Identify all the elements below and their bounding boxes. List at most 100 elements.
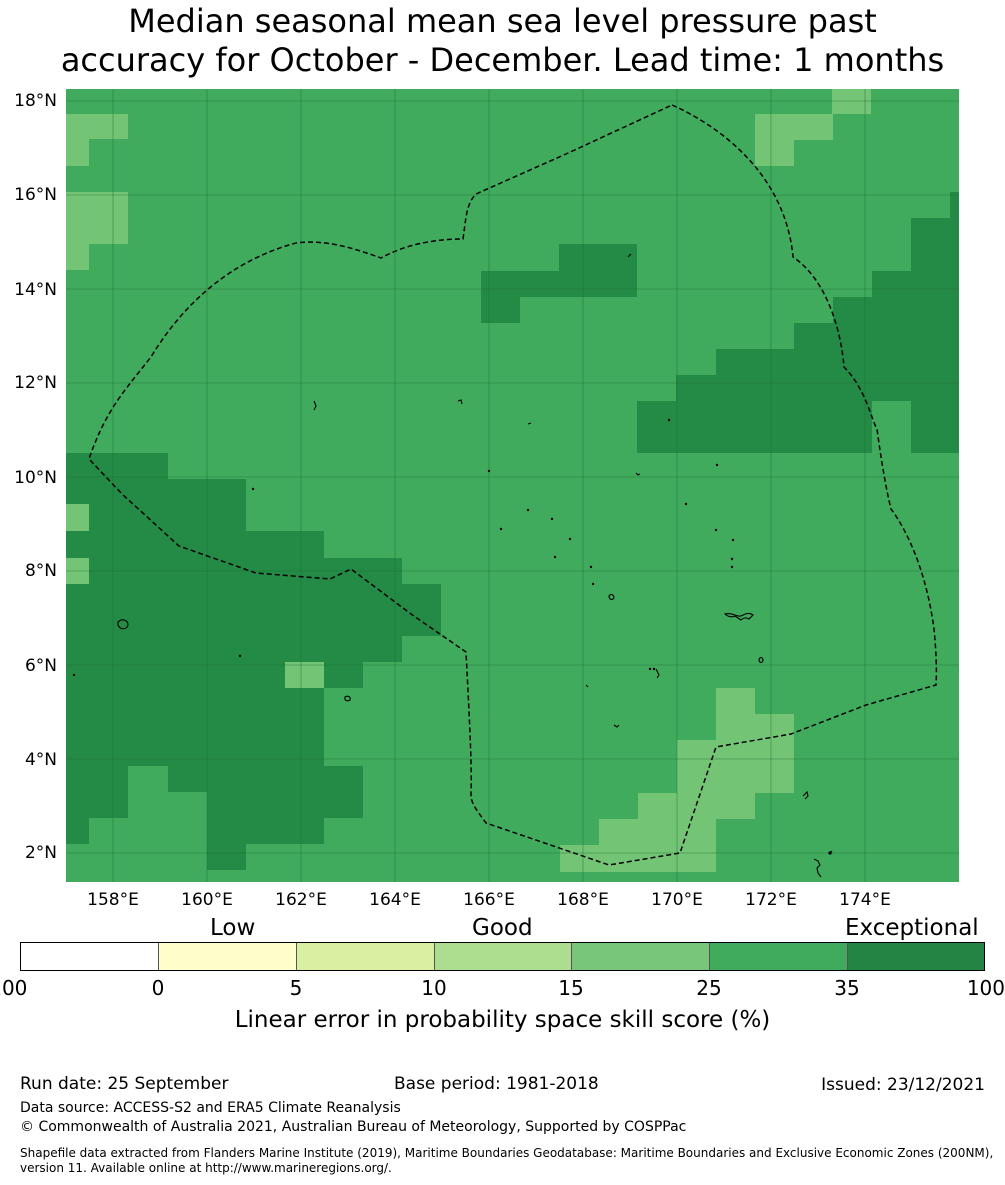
dark-cell (676, 375, 959, 401)
skill-region-light-southeast (560, 688, 794, 872)
dark-cell (637, 427, 872, 453)
island (527, 422, 532, 425)
light-cell (638, 793, 755, 819)
x-tick-166e: 166°E (463, 890, 515, 910)
dark-cell (66, 662, 285, 688)
x-tick-170e: 170°E (651, 890, 703, 910)
x-tick-172e: 172°E (745, 890, 797, 910)
copyright: © Commonwealth of Australia 2021, Austra… (20, 1119, 687, 1135)
light-cell (755, 140, 794, 166)
y-tick-4n: 4°N (24, 750, 57, 770)
base-period: Base period: 1981-2018 (394, 1074, 599, 1094)
light-cell (755, 114, 833, 140)
skill-map-svg (66, 89, 959, 882)
island (758, 656, 764, 664)
colorbar-segment-15-25 (571, 942, 709, 971)
light-cell (560, 845, 716, 872)
island-dot (589, 565, 593, 569)
colorbar-tick-35: 35 (834, 976, 860, 1000)
title-line-2: accuracy for October - December. Lead ti… (60, 41, 945, 79)
colorbar-tick-0: 0 (151, 976, 165, 1000)
island (802, 790, 809, 800)
x-tick-162e: 162°E (275, 890, 327, 910)
island-dot (828, 851, 832, 855)
island (813, 858, 822, 878)
light-cell (66, 504, 89, 531)
data-source: Data source: ACCESS-S2 and ERA5 Climate … (20, 1100, 401, 1116)
skill-region-dark-east (637, 192, 959, 453)
title-line-1: Median seasonal mean sea level pressure … (128, 2, 877, 40)
colorbar-category-exceptional: Exceptional (845, 915, 979, 941)
issued-date: Issued: 23/12/2021 (821, 1075, 985, 1095)
dark-cell (66, 740, 324, 766)
dark-cell (481, 297, 520, 323)
colorbar-segment-35-100 (847, 942, 985, 971)
colorbar-tick-10: 10 (421, 976, 447, 1000)
dark-cell (559, 244, 637, 271)
light-cell (285, 662, 324, 688)
island (613, 724, 620, 728)
dark-cell (324, 662, 363, 688)
dark-cell (833, 297, 959, 323)
island-dot (684, 502, 688, 506)
colorbar-segment-10-15 (434, 942, 571, 971)
island-dot (591, 582, 595, 586)
dark-cell (872, 271, 959, 297)
dark-cell (66, 636, 402, 662)
island-dot (652, 667, 656, 671)
island (627, 253, 632, 258)
x-tick-158e: 158°E (87, 890, 139, 910)
graticule (66, 89, 959, 882)
colorbar-segment-25-35 (709, 942, 847, 971)
island-dot (731, 538, 735, 542)
x-tick-160e: 160°E (181, 890, 233, 910)
island-dot (238, 654, 242, 658)
island-dot (487, 469, 491, 473)
y-tick-18n: 18°N (14, 91, 57, 111)
island (723, 612, 754, 621)
dark-cell (481, 271, 637, 297)
island-dot (648, 667, 652, 671)
y-tick-8n: 8°N (24, 561, 57, 581)
chart-title: Median seasonal mean sea level pressure … (0, 2, 1005, 80)
colorbar-axis-label: Linear error in probability space skill … (234, 1007, 771, 1033)
y-tick-6n: 6°N (24, 656, 57, 676)
dark-cell (66, 766, 128, 792)
y-tick-12n: 12°N (14, 373, 57, 393)
light-cell (66, 192, 128, 244)
light-cell (66, 114, 128, 139)
colorbar-tick-100: 100 (966, 976, 1005, 1000)
colorbar-tick-25: 25 (696, 976, 722, 1000)
dark-cell (207, 792, 363, 818)
light-cell (677, 740, 794, 793)
shapefile-credit-line-1: Shapefile data extracted from Flanders M… (20, 1146, 994, 1160)
shapefile-credit-line-2: version 11. Available online at http://w… (20, 1161, 392, 1175)
light-cell (599, 819, 716, 845)
island (585, 684, 589, 688)
y-tick-14n: 14°N (14, 280, 57, 300)
y-tick-2n: 2°N (24, 843, 57, 863)
colorbar-tick-neg100: -100 (0, 976, 28, 1000)
dark-cell (66, 688, 324, 714)
island-dot (714, 528, 718, 532)
colorbar-tick-15: 15 (558, 976, 584, 1000)
x-tick-168e: 168°E (557, 890, 609, 910)
dark-cell (66, 453, 168, 479)
islands (117, 253, 833, 878)
island-dot (251, 487, 255, 491)
island-dot (730, 557, 734, 561)
colorbar-tick-5: 5 (289, 976, 303, 1000)
island-dot (730, 565, 734, 569)
skill-map (66, 89, 959, 882)
dark-cell (89, 504, 246, 531)
light-cell (716, 688, 755, 714)
colorbar-segment-0-5 (158, 942, 296, 971)
dark-cell (168, 766, 363, 792)
dark-cell (911, 218, 959, 271)
island-dot (550, 517, 554, 521)
island (655, 668, 660, 679)
island-dot (715, 463, 719, 467)
island (344, 695, 351, 702)
colorbar-category-good: Good (472, 915, 533, 941)
island-dot (553, 555, 557, 559)
